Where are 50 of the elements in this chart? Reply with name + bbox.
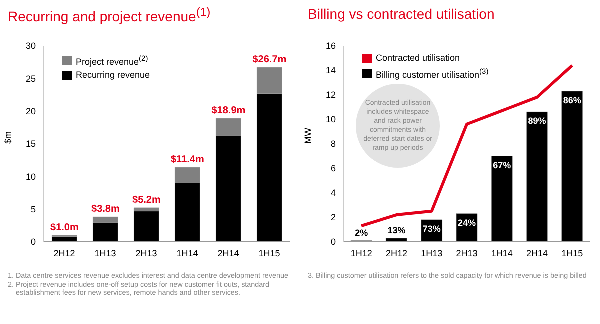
y-axis-title: MW [303,128,314,144]
x-tick-label: 1H13 [421,248,443,258]
y-tick-label: 14 [326,66,336,76]
chart-title: Billing vs contracted utilisation [308,6,495,22]
y-tick-label: 12 [326,90,336,100]
annotation: 67% [493,160,512,170]
annotation: 13% [388,225,406,236]
y-tick-label: 25 [26,74,36,84]
x-tick-label: 1H15 [258,248,280,258]
x-tick-label: 2H12 [54,248,76,258]
y-tick-label: 30 [26,41,36,52]
y-tick-label: 0 [330,237,336,248]
x-tick-label: 1H15 [562,248,584,258]
legend-label: Project revenue$^{(2)}$ [76,53,148,69]
x-tick-label: 1H12 [350,248,372,258]
x-tick-label: 2H13 [136,248,158,258]
y-tick-label: 16 [326,41,336,52]
annotation: 2% [355,228,368,238]
y-tick-label: 5 [30,204,36,215]
annotation: 89% [528,116,546,126]
y-tick-label: 2 [330,212,336,223]
total-label: $11.4m [171,154,204,166]
legend-label: Billing customer utilisation$^{(3)}$ [376,66,489,82]
total-label: $26.7m [252,54,287,66]
y-tick-label: 8 [330,139,336,150]
y-tick-label: 10 [26,172,36,182]
y-tick-label: 6 [330,164,336,174]
legend-label: Recurring revenue [76,69,150,82]
y-axis-title: $m [3,131,14,144]
x-tick-label: 2H14 [218,248,240,258]
chart-title: Recurring and project revenue$^{(1)}$ [8,6,211,25]
annotation: 86% [563,95,582,106]
annotation: 24% [458,218,476,228]
total-label: $1.0m [50,222,79,234]
x-tick-label: 2H14 [526,248,548,258]
y-tick-label: 20 [26,106,36,117]
total-label: $18.9m [212,106,246,117]
total-label: $3.8m [92,204,120,216]
y-tick-label: 0 [30,237,36,248]
x-tick-label: 1H14 [176,248,198,258]
x-tick-label: 2H12 [386,248,408,258]
x-tick-label: 1H13 [94,248,116,258]
legend-label: Contracted utilisation [376,52,460,65]
total-label: $5.2m [132,195,161,206]
annotation: 73% [422,224,441,234]
y-tick-label: 15 [26,139,36,150]
y-tick-label: 10 [326,114,336,125]
x-tick-label: 1H14 [491,248,513,258]
y-tick-label: 4 [330,188,336,198]
x-tick-label: 2H13 [456,248,478,258]
